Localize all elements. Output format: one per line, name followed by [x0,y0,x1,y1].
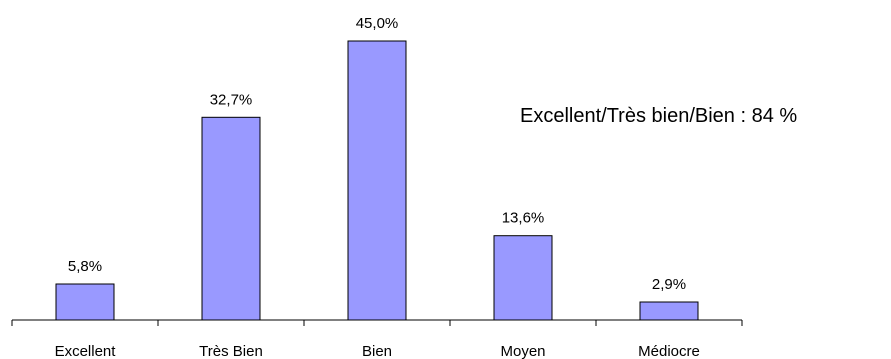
summary-annotation: Excellent/Très bien/Bien : 84 % [520,105,798,127]
bars-group [55,40,699,321]
bar-3 [493,235,553,321]
data-label-4: 2,9% [652,276,686,293]
data-label-2: 45,0% [356,15,399,32]
x-tick-label-1: Très Bien [199,343,263,359]
bar-4 [639,301,699,321]
x-axis: Excellent Très Bien Bien Moyen Médiocre [11,319,743,359]
bar-2 [347,40,407,321]
data-label-3: 13,6% [502,210,545,227]
data-labels-group: 5,8% 32,7% 45,0% 13,6% 2,9% [68,15,686,293]
x-tick-label-2: Bien [362,343,392,359]
bar-0 [55,283,115,321]
x-tick-label-0: Excellent [55,343,117,359]
data-label-0: 5,8% [68,258,102,275]
x-tick-label-4: Médiocre [638,343,700,359]
bar-1 [201,116,261,321]
data-label-1: 32,7% [210,91,253,108]
x-tick-label-3: Moyen [500,343,545,359]
